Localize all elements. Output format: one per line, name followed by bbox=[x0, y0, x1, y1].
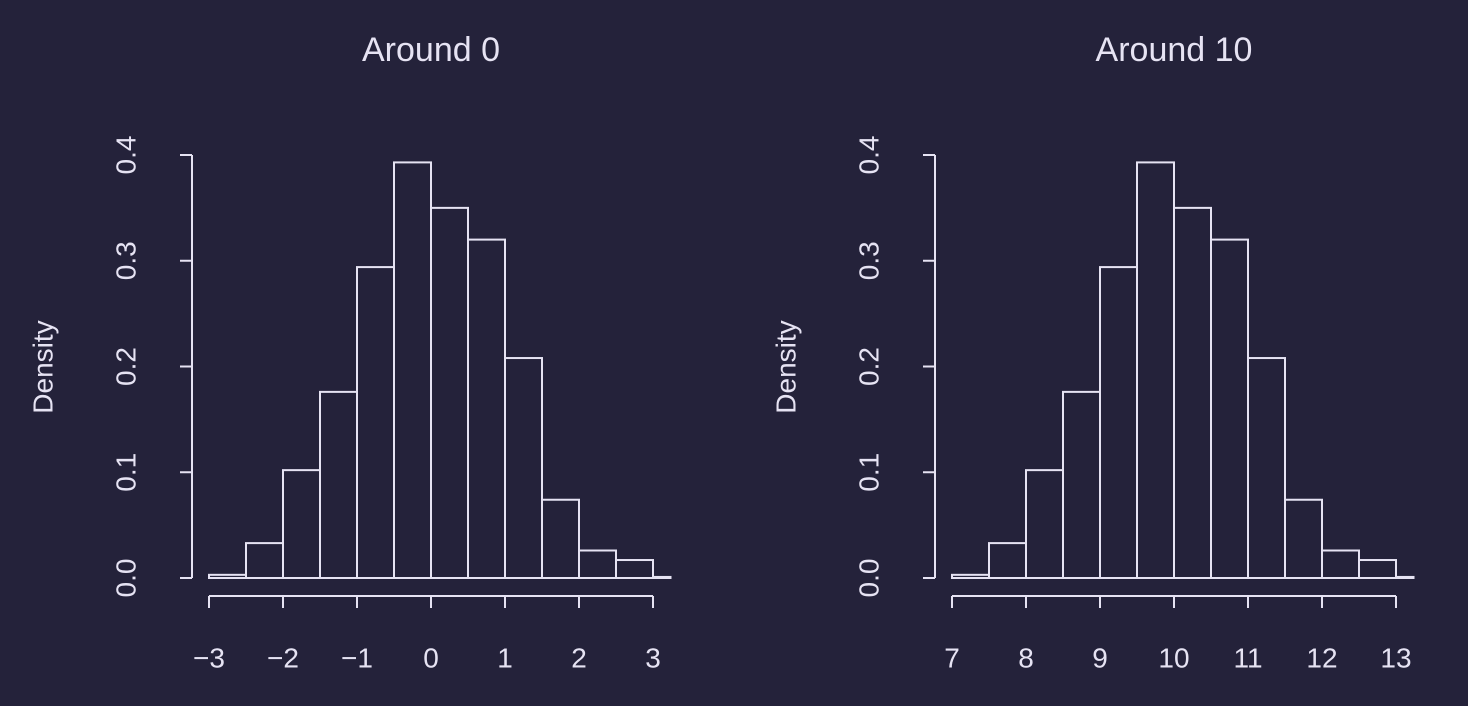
x-tick-label: −2 bbox=[267, 642, 299, 673]
bar bbox=[282, 469, 321, 580]
y-tick-label: 0.0 bbox=[110, 559, 141, 598]
bar bbox=[1062, 390, 1101, 579]
bar bbox=[615, 559, 654, 580]
bar bbox=[319, 390, 358, 579]
y-tick-label: 0.1 bbox=[853, 453, 884, 492]
y-tick-label: 0.2 bbox=[110, 347, 141, 386]
bar bbox=[578, 549, 617, 580]
bar bbox=[393, 161, 432, 579]
bar bbox=[1247, 357, 1286, 580]
bar bbox=[1321, 549, 1360, 580]
bar bbox=[208, 573, 247, 580]
bar bbox=[541, 498, 580, 579]
bar bbox=[430, 206, 469, 579]
bar bbox=[951, 573, 990, 580]
x-tick-label: −1 bbox=[341, 642, 373, 673]
panel: Around 10 Density 0.0 0.1 0.2 0.3 0.4 7 8 9 10 11 12… bbox=[770, 31, 1415, 673]
x-tick-label: 10 bbox=[1158, 642, 1189, 673]
x-tick-label: 1 bbox=[497, 642, 513, 673]
x-tick-label: 2 bbox=[571, 642, 587, 673]
bar bbox=[1136, 161, 1175, 579]
bar bbox=[652, 575, 672, 580]
bar bbox=[504, 357, 543, 580]
y-tick-label: 0.4 bbox=[110, 136, 141, 175]
y-tick-label: 0.3 bbox=[110, 241, 141, 280]
x-tick-label: 12 bbox=[1306, 642, 1337, 673]
bar bbox=[1025, 469, 1064, 580]
bar bbox=[467, 238, 506, 579]
bars bbox=[951, 161, 1415, 580]
bar bbox=[1395, 575, 1415, 580]
bar bbox=[1210, 238, 1249, 579]
x-tick-label: 13 bbox=[1380, 642, 1411, 673]
bar bbox=[1284, 498, 1323, 579]
panel: Around 0 Density 0.0 0.1 0.2 0.3 0.4 −3 −2 −1 0 1 2 3 bbox=[27, 31, 672, 673]
bar bbox=[1358, 559, 1397, 580]
chart-title: Around 0 bbox=[362, 31, 500, 69]
y-axis-label: Density bbox=[27, 320, 58, 413]
x-tick-label: 7 bbox=[944, 642, 960, 673]
x-tick-label: 8 bbox=[1018, 642, 1034, 673]
bar bbox=[1099, 266, 1138, 579]
bar bbox=[245, 542, 284, 579]
y-tick-label: 0.4 bbox=[853, 136, 884, 175]
bars bbox=[208, 161, 672, 580]
x-tick-label: −3 bbox=[193, 642, 225, 673]
x-tick-label: 9 bbox=[1092, 642, 1108, 673]
y-tick-label: 0.2 bbox=[853, 347, 884, 386]
bar bbox=[1173, 206, 1212, 579]
x-tick-label: 3 bbox=[645, 642, 661, 673]
y-tick-label: 0.0 bbox=[853, 559, 884, 598]
x-tick-label: 0 bbox=[423, 642, 439, 673]
x-tick-label: 11 bbox=[1233, 642, 1262, 673]
chart-title: Around 10 bbox=[1096, 31, 1253, 69]
bar bbox=[988, 542, 1027, 579]
y-axis-label: Density bbox=[770, 320, 801, 413]
y-tick-label: 0.3 bbox=[853, 241, 884, 280]
y-tick-label: 0.1 bbox=[110, 453, 141, 492]
bar bbox=[356, 266, 395, 579]
